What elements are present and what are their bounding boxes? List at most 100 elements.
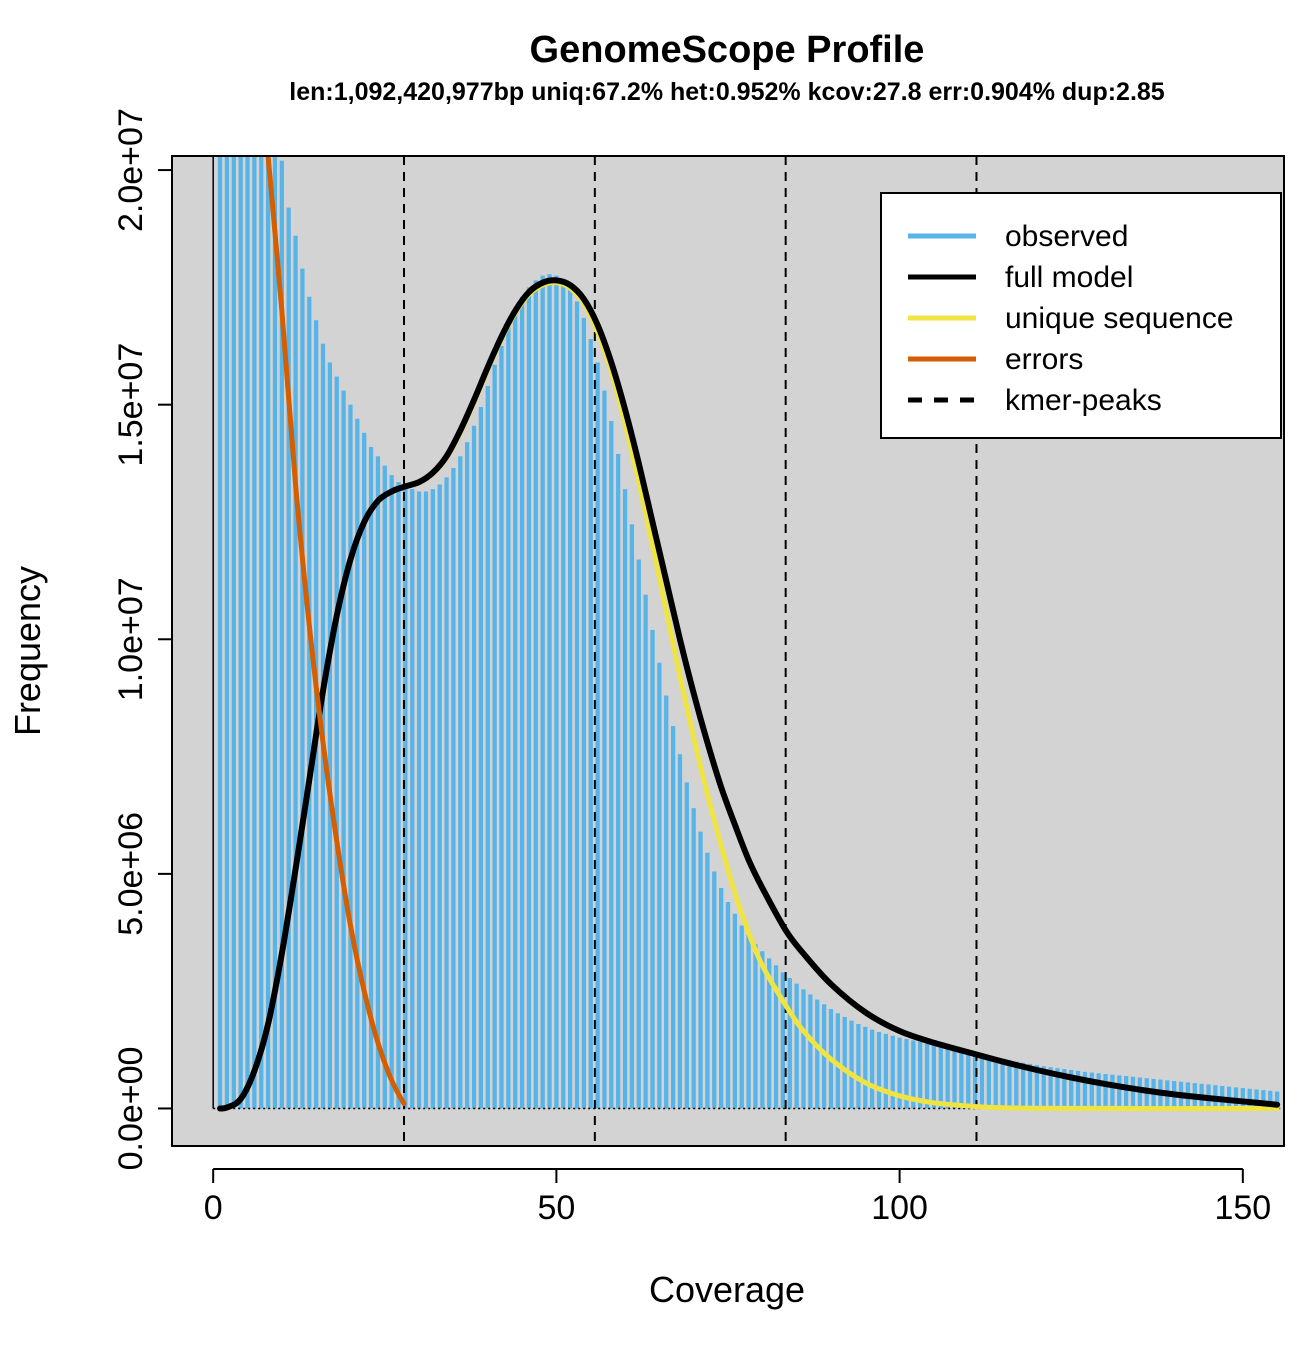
observed-bar: [540, 275, 545, 1109]
observed-bar: [773, 965, 779, 1109]
y-axis: 0.0e+00 5.0e+06 1.0e+07 1.5e+07 2.0e+07: [112, 108, 173, 1171]
observed-bar: [533, 280, 538, 1109]
observed-bar: [307, 296, 312, 1109]
observed-bar: [1027, 1063, 1033, 1109]
observed-bar: [574, 301, 580, 1109]
x-tick-label: 100: [871, 1189, 928, 1227]
observed-bar: [272, 156, 278, 1109]
errors-line: [265, 156, 407, 1107]
observed-bar: [945, 1047, 950, 1109]
observed-bar: [1021, 1062, 1026, 1109]
observed-bar: [835, 1013, 840, 1109]
observed-bar: [1117, 1075, 1122, 1109]
observed-bar: [794, 983, 799, 1109]
observed-bar: [499, 346, 504, 1109]
observed-bar: [609, 421, 614, 1109]
observed-bar: [972, 1053, 978, 1109]
full-model-line: [217, 277, 1281, 1112]
y-tick-label: 1.0e+07: [112, 577, 150, 701]
observed-bar: [904, 1039, 909, 1109]
observed-bar: [959, 1050, 964, 1109]
observed-bar: [924, 1043, 930, 1109]
observed-bar: [458, 456, 463, 1109]
observed-bar: [780, 972, 786, 1109]
observed-bar: [1261, 1090, 1266, 1109]
legend: observed full model unique sequence errors k…: [880, 192, 1282, 439]
observed-bar: [416, 491, 422, 1109]
observed-bar: [753, 944, 758, 1109]
y-axis-label: Frequency: [7, 566, 48, 736]
observed-bar: [568, 289, 573, 1109]
observed-bar: [801, 989, 806, 1109]
observed-bar: [1034, 1065, 1040, 1109]
observed-bar: [389, 475, 394, 1109]
observed-bar: [739, 925, 744, 1109]
y-tick-label: 0.0e+00: [112, 1047, 150, 1171]
observed-bar: [547, 274, 552, 1109]
observed-bar: [465, 442, 470, 1109]
observed-bar: [1089, 1072, 1094, 1109]
legend-label: observed: [1005, 220, 1128, 253]
observed-bar: [622, 489, 628, 1109]
observed-bar: [423, 491, 429, 1109]
observed-bar: [1048, 1067, 1053, 1109]
observed-bar: [664, 695, 669, 1109]
observed-bar: [430, 489, 435, 1109]
x-axis-label: Coverage: [649, 1269, 805, 1310]
legend-label: errors: [1005, 343, 1083, 376]
observed-bar: [1124, 1076, 1129, 1109]
observed-bar: [355, 418, 360, 1109]
observed-bar: [815, 999, 820, 1109]
observed-bar: [231, 156, 236, 1109]
model-lines: [217, 156, 1281, 1112]
observed-bar: [561, 280, 566, 1109]
observed-bar: [293, 235, 298, 1109]
observed-bar: [1130, 1076, 1136, 1109]
observed-bar: [348, 404, 353, 1109]
observed-bar: [252, 156, 257, 1109]
observed-bar: [506, 327, 511, 1109]
observed-bar: [808, 994, 813, 1109]
observed-bar: [918, 1041, 923, 1109]
observed-bar: [1275, 1091, 1280, 1109]
observed-bar: [616, 453, 621, 1109]
observed-bar: [526, 287, 532, 1109]
observed-bar: [1096, 1073, 1101, 1109]
observed-bar: [341, 390, 346, 1109]
observed-bar: [1247, 1088, 1252, 1109]
observed-bar: [979, 1054, 985, 1109]
observed-bar: [883, 1033, 889, 1109]
observed-bar: [719, 887, 724, 1109]
observed-bar: [650, 629, 655, 1109]
x-axis: 0 50 100 150: [204, 1168, 1271, 1227]
observed-bar: [410, 489, 415, 1109]
y-tick-label: 5.0e+06: [112, 812, 150, 936]
observed-bar: [588, 338, 593, 1109]
observed-bar: [931, 1044, 937, 1109]
observed-bar: [382, 465, 387, 1109]
y-tick-label: 2.0e+07: [112, 108, 150, 232]
x-tick-label: 150: [1214, 1189, 1271, 1227]
observed-bar: [396, 482, 401, 1109]
x-tick-label: 0: [204, 1189, 223, 1227]
observed-bar: [595, 362, 600, 1109]
observed-bar: [478, 407, 484, 1109]
observed-bar: [300, 268, 305, 1109]
observed-bar: [437, 484, 442, 1109]
observed-bar: [732, 913, 737, 1109]
observed-bar: [691, 808, 696, 1109]
observed-bar: [279, 160, 284, 1109]
observed-bar: [938, 1046, 943, 1109]
observed-bar: [760, 951, 765, 1109]
observed-bar: [952, 1048, 957, 1109]
observed-bar: [471, 425, 477, 1109]
observed-bar: [362, 432, 367, 1109]
observed-bar: [1075, 1070, 1081, 1109]
observed-bar: [1082, 1071, 1088, 1109]
observed-bar: [629, 524, 635, 1109]
observed-bar: [670, 726, 676, 1109]
observed-bar: [993, 1057, 998, 1109]
observed-bar: [245, 156, 250, 1109]
observed-bar: [1000, 1058, 1005, 1109]
